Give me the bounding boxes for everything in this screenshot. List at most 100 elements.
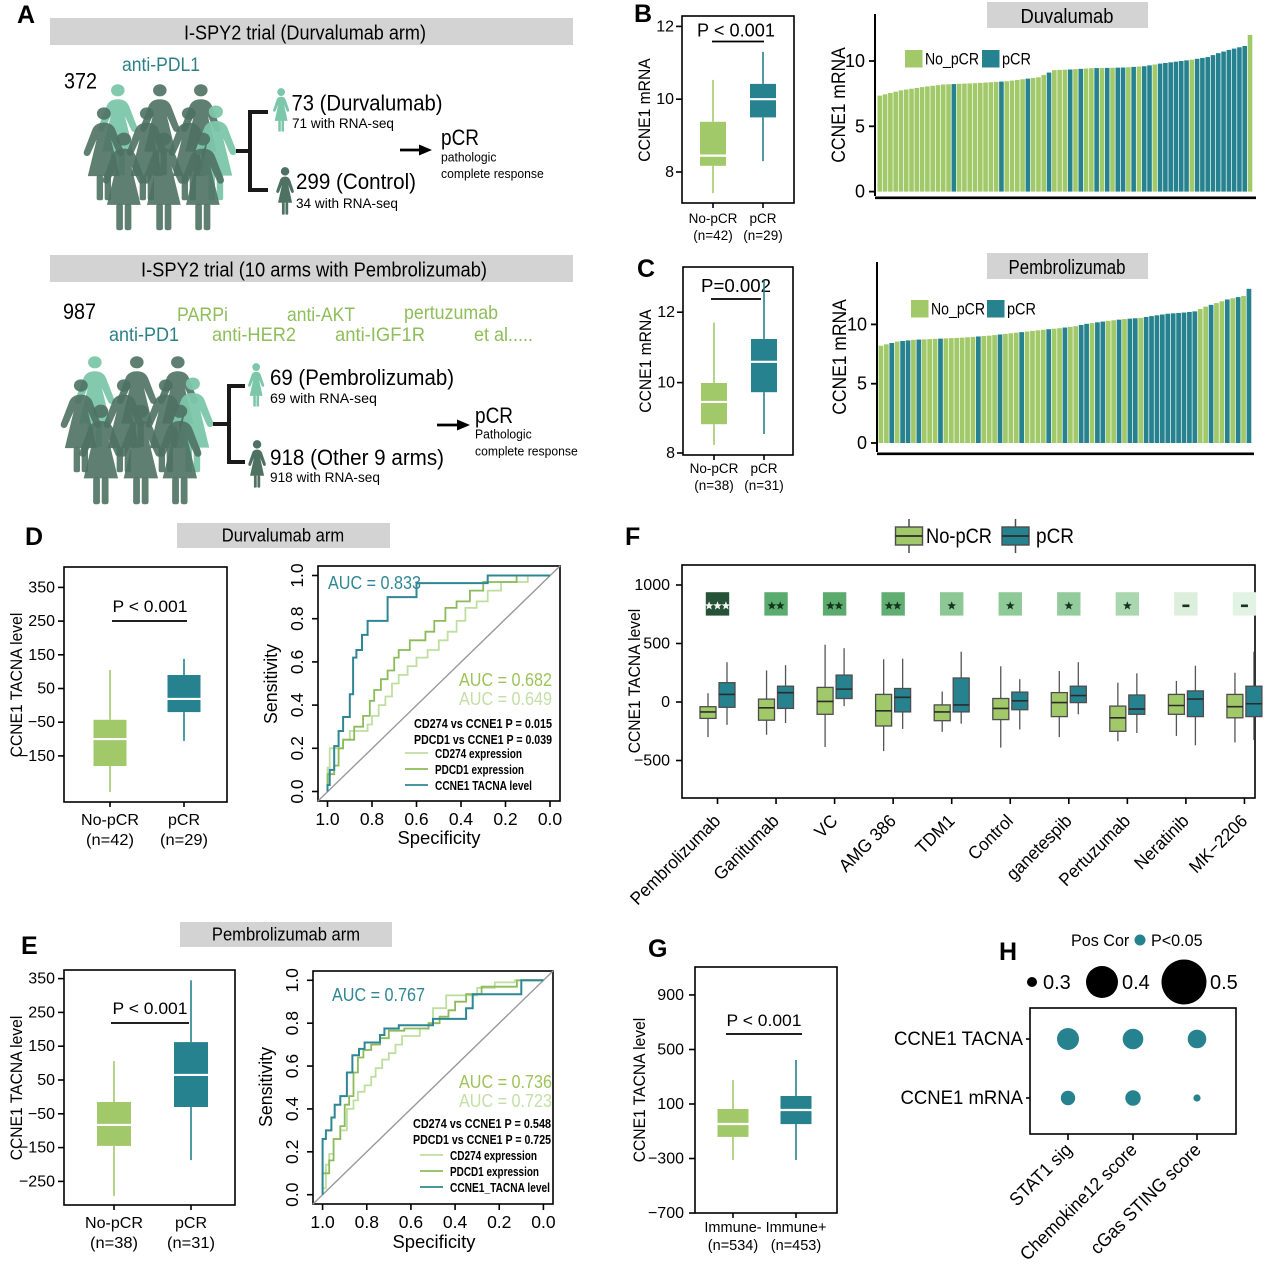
- svg-text:No-pCR: No-pCR: [85, 1215, 143, 1232]
- svg-text:Pembrolizumab: Pembrolizumab: [1009, 256, 1126, 279]
- svg-text:pCR: pCR: [1002, 50, 1031, 69]
- svg-text:CCNE1 TACNA level: CCNE1 TACNA level: [625, 609, 644, 754]
- svg-text:1.0: 1.0: [315, 809, 340, 829]
- svg-text:PDCD1 vs CCNE1 P = 0.039: PDCD1 vs CCNE1 P = 0.039: [414, 732, 552, 747]
- svg-text:250: 250: [28, 1004, 55, 1021]
- svg-text:−50: −50: [28, 1106, 55, 1123]
- svg-text:900: 900: [657, 987, 684, 1004]
- svg-text:0.5: 0.5: [1210, 972, 1238, 994]
- svg-text:0.4: 0.4: [287, 693, 307, 718]
- svg-text:P < 0.001: P < 0.001: [697, 21, 775, 41]
- svg-text:(n=29): (n=29): [160, 832, 208, 849]
- svg-text:8: 8: [666, 445, 675, 462]
- svg-text:et al.....: et al.....: [474, 324, 533, 346]
- svg-text:5: 5: [855, 116, 865, 136]
- svg-text:12: 12: [656, 18, 674, 35]
- svg-text:0.3: 0.3: [1043, 972, 1071, 994]
- svg-text:anti-HER2: anti-HER2: [212, 324, 296, 346]
- svg-text:−500: −500: [634, 753, 670, 770]
- svg-text:CCNE1 TACNA level: CCNE1 TACNA level: [7, 1016, 26, 1161]
- svg-text:10: 10: [657, 375, 675, 392]
- svg-text:0: 0: [855, 182, 865, 202]
- svg-text:P < 0.001: P < 0.001: [727, 1011, 802, 1030]
- svg-text:Specificity: Specificity: [393, 1231, 477, 1252]
- svg-text:299 (Control): 299 (Control): [296, 169, 416, 194]
- svg-text:−150: −150: [19, 748, 55, 765]
- svg-text:No-pCR: No-pCR: [926, 525, 992, 548]
- svg-text:AUC = 0.736: AUC = 0.736: [459, 1071, 552, 1092]
- svg-text:0.2: 0.2: [493, 809, 517, 829]
- svg-text:F: F: [625, 523, 640, 551]
- svg-text:D: D: [25, 523, 43, 551]
- svg-text:0.6: 0.6: [404, 809, 428, 829]
- svg-text:CCNE1 TACNA level: CCNE1 TACNA level: [435, 779, 532, 793]
- svg-text:Immune+: Immune+: [766, 1220, 827, 1236]
- svg-text:Sensitivity: Sensitivity: [260, 643, 281, 724]
- svg-text:0: 0: [857, 433, 867, 453]
- svg-text:1.0: 1.0: [282, 968, 302, 993]
- svg-text:987: 987: [63, 299, 96, 324]
- svg-text:CD274 vs CCNE1 P = 0.015: CD274 vs CCNE1 P = 0.015: [414, 716, 552, 731]
- svg-text:−50: −50: [28, 714, 55, 731]
- svg-text:73 (Durvalumab): 73 (Durvalumab): [292, 91, 443, 116]
- svg-text:P<0.05: P<0.05: [1151, 931, 1203, 950]
- svg-text:E: E: [21, 932, 38, 960]
- svg-text:CCNE1 mRNA: CCNE1 mRNA: [901, 1087, 1024, 1109]
- svg-text:−300: −300: [648, 1151, 684, 1168]
- svg-text:350: 350: [28, 579, 55, 596]
- svg-text:0.4: 0.4: [1122, 972, 1150, 994]
- svg-text:AUC = 0.767: AUC = 0.767: [332, 984, 425, 1005]
- svg-text:0: 0: [661, 694, 670, 711]
- svg-text:0.0: 0.0: [287, 779, 307, 804]
- svg-text:(n=453): (n=453): [771, 1238, 821, 1254]
- svg-text:CD274 expression: CD274 expression: [435, 747, 522, 761]
- svg-text:(n=38): (n=38): [90, 1235, 138, 1252]
- svg-text:G: G: [648, 935, 667, 963]
- svg-text:AUC = 0.649: AUC = 0.649: [459, 688, 552, 709]
- svg-text:pCR: pCR: [1007, 300, 1036, 319]
- svg-text:0.6: 0.6: [282, 1054, 302, 1078]
- svg-text:−150: −150: [19, 1140, 55, 1157]
- svg-text:CCNE1 mRNA: CCNE1 mRNA: [830, 299, 851, 415]
- svg-text:pCR: pCR: [749, 211, 776, 226]
- svg-text:AUC = 0.723: AUC = 0.723: [459, 1090, 552, 1111]
- svg-text:0.6: 0.6: [287, 650, 307, 674]
- svg-text:0.2: 0.2: [282, 1140, 302, 1164]
- svg-text:pCR: pCR: [175, 1215, 207, 1232]
- svg-text:CCNE1 mRNA: CCNE1 mRNA: [829, 47, 850, 163]
- svg-text:CCNE1 mRNA: CCNE1 mRNA: [635, 58, 654, 162]
- svg-text:Pathologic: Pathologic: [475, 427, 532, 442]
- svg-text:pCR: pCR: [168, 812, 200, 829]
- svg-text:10: 10: [845, 51, 865, 71]
- svg-text:Pembrolizumab arm: Pembrolizumab arm: [212, 925, 360, 945]
- svg-text:Duvalumab: Duvalumab: [1021, 5, 1114, 28]
- svg-text:−250: −250: [19, 1173, 55, 1190]
- svg-text:AUC = 0.833: AUC = 0.833: [328, 572, 421, 593]
- svg-text:100: 100: [657, 1096, 684, 1113]
- svg-text:P < 0.001: P < 0.001: [113, 999, 188, 1018]
- svg-text:(n=534): (n=534): [708, 1238, 758, 1254]
- svg-text:Durvalumab arm: Durvalumab arm: [222, 526, 344, 546]
- svg-text:Immune-: Immune-: [704, 1220, 761, 1236]
- svg-text:PDCD1 vs CCNE1 P = 0.725: PDCD1 vs CCNE1 P = 0.725: [413, 1132, 551, 1147]
- svg-text:5: 5: [857, 374, 867, 394]
- svg-text:0.8: 0.8: [355, 1212, 379, 1232]
- svg-text:1.0: 1.0: [310, 1212, 335, 1232]
- svg-text:B: B: [634, 0, 652, 28]
- svg-text:500: 500: [657, 1041, 684, 1058]
- svg-text:I-SPY2 trial (10 arms with Pem: I-SPY2 trial (10 arms with Pembrolizumab…: [141, 260, 487, 282]
- svg-text:No-pCR: No-pCR: [81, 812, 139, 829]
- svg-text:0.8: 0.8: [282, 1011, 302, 1035]
- svg-text:CCNE1 TACNA: CCNE1 TACNA: [894, 1028, 1023, 1050]
- svg-text:50: 50: [37, 1072, 55, 1089]
- svg-text:1000: 1000: [634, 577, 670, 594]
- svg-text:H: H: [999, 938, 1017, 966]
- svg-text:No-pCR: No-pCR: [689, 211, 738, 226]
- svg-text:Specificity: Specificity: [398, 827, 482, 848]
- svg-text:0.8: 0.8: [360, 809, 384, 829]
- svg-text:pertuzumab: pertuzumab: [404, 302, 498, 324]
- svg-text:Sensitivity: Sensitivity: [255, 1046, 276, 1127]
- svg-text:0.0: 0.0: [538, 809, 563, 829]
- svg-text:No_pCR: No_pCR: [925, 50, 979, 69]
- svg-text:1.0: 1.0: [287, 563, 307, 588]
